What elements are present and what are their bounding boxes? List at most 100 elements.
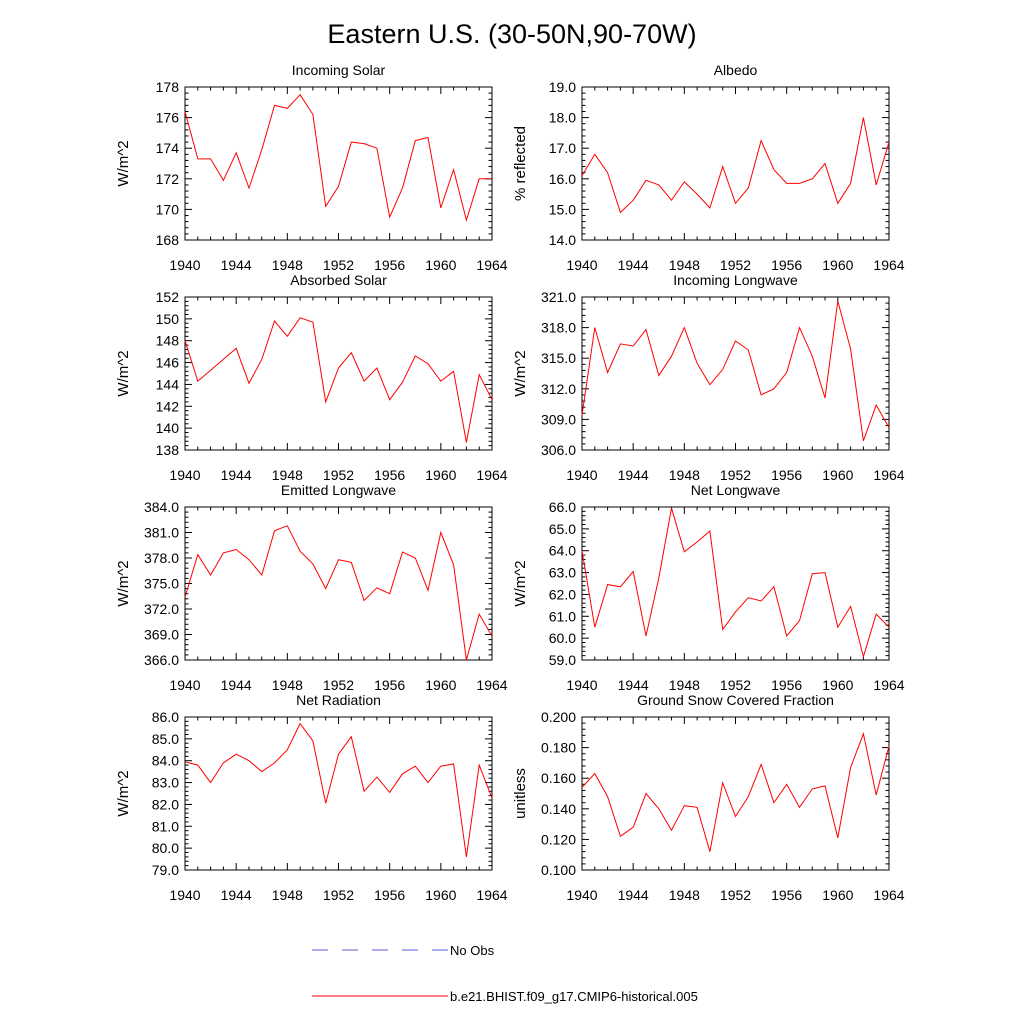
y-tick-label: 170 [156,201,180,217]
y-tick-label: 366.0 [144,652,179,668]
x-tick-label: 1960 [822,257,853,273]
y-tick-label: 84.0 [152,753,179,769]
y-tick-label: 80.0 [152,840,179,856]
x-tick-label: 1948 [272,467,303,483]
y-tick-label: 63.0 [549,565,576,581]
y-axis-label: W/m^2 [115,140,132,186]
x-tick-label: 1944 [221,257,252,273]
x-tick-label: 1948 [272,887,303,903]
x-tick-label: 1940 [169,257,200,273]
series-line [581,117,890,214]
x-tick-label: 1956 [771,257,802,273]
series-line [184,525,493,661]
y-tick-label: 375.0 [144,576,179,592]
y-tick-label: 86.0 [152,709,179,725]
x-tick-label: 1960 [425,257,456,273]
series-line [581,300,890,441]
x-tick-label: 1956 [374,467,405,483]
panel-title: Net Radiation [296,692,381,708]
x-tick-label: 1960 [425,677,456,693]
y-tick-label: 62.0 [549,586,576,602]
y-tick-label: 172 [156,171,180,187]
panel-title: Ground Snow Covered Fraction [637,692,834,708]
y-tick-label: 0.180 [541,740,576,756]
y-tick-label: 176 [156,110,180,126]
plot-frame [184,296,493,451]
y-axis-label: unitless [512,768,529,819]
x-tick-label: 1940 [566,677,597,693]
figure-title: Eastern U.S. (30-50N,90-70W) [327,19,696,49]
y-tick-label: 79.0 [152,862,179,878]
x-tick-label: 1948 [272,677,303,693]
y-tick-label: 174 [156,140,180,156]
legend-obs-label: No Obs [450,943,495,958]
y-axis-label: W/m^2 [512,350,529,396]
x-tick-label: 1960 [822,887,853,903]
panel-4: Incoming Longwave W/m^2 306.0 309.0 312.0 315… [512,272,905,483]
y-tick-label: 309.0 [541,411,576,427]
y-tick-label: 168 [156,232,180,248]
panel-3: Absorbed Solar W/m^2 138 140 142 144 146 148 150… [115,272,508,483]
x-tick-label: 1956 [374,257,405,273]
y-tick-label: 321.0 [541,289,576,305]
x-tick-label: 1952 [323,677,354,693]
panel-title: Emitted Longwave [281,482,396,498]
y-tick-label: 0.140 [541,801,576,817]
x-tick-label: 1964 [476,677,507,693]
x-tick-label: 1944 [221,677,252,693]
series-line [184,317,493,443]
y-tick-label: 146 [156,355,180,371]
x-tick-label: 1948 [669,257,700,273]
series-line [581,507,890,659]
x-tick-label: 1952 [720,677,751,693]
x-tick-label: 1944 [618,257,649,273]
y-tick-label: 85.0 [152,731,179,747]
panel-8: Ground Snow Covered Fraction unitless 0.10… [512,692,905,903]
legend-model-label: b.e21.BHIST.f09_g17.CMIP6-historical.005 [450,989,698,1004]
y-tick-label: 144 [156,376,180,392]
x-tick-label: 1956 [771,677,802,693]
x-tick-label: 1940 [566,887,597,903]
series-line [581,732,890,852]
y-tick-label: 18.0 [549,110,576,126]
panel-title: Albedo [714,62,758,78]
x-tick-label: 1948 [272,257,303,273]
x-tick-label: 1952 [720,257,751,273]
x-tick-label: 1956 [771,467,802,483]
series-line [184,93,492,222]
panel-1: Incoming Solar W/m^2 168 170 172 174 176 178 194… [115,62,508,273]
x-tick-label: 1944 [618,887,649,903]
x-tick-label: 1952 [720,467,751,483]
panel-title: Net Longwave [691,482,781,498]
x-tick-label: 1940 [566,257,597,273]
y-axis-label: % reflected [512,126,529,201]
y-axis-label: W/m^2 [512,560,529,606]
plot-frame [581,506,890,661]
x-tick-label: 1944 [618,467,649,483]
y-tick-label: 178 [156,79,180,95]
y-tick-label: 59.0 [549,652,576,668]
y-tick-label: 306.0 [541,442,576,458]
x-tick-label: 1964 [476,257,507,273]
x-tick-label: 1960 [822,677,853,693]
y-tick-label: 152 [156,289,180,305]
y-tick-label: 83.0 [152,775,179,791]
panel-2: Albedo % reflected 14.0 15.0 16.0 17.0 18.0 19.… [512,62,905,273]
x-tick-label: 1960 [425,467,456,483]
x-tick-label: 1960 [425,887,456,903]
x-tick-label: 1952 [720,887,751,903]
x-tick-label: 1944 [618,677,649,693]
y-tick-label: 65.0 [549,521,576,537]
plot-frame [184,506,493,661]
x-tick-label: 1948 [669,467,700,483]
x-tick-label: 1964 [873,677,904,693]
panels-group: Incoming Solar W/m^2 168 170 172 174 176 178 194… [115,62,905,903]
x-tick-label: 1948 [669,677,700,693]
y-tick-label: 15.0 [549,201,576,217]
y-tick-label: 64.0 [549,543,576,559]
x-tick-label: 1940 [169,887,200,903]
x-tick-label: 1940 [566,467,597,483]
plot-frame [581,716,890,871]
x-tick-label: 1940 [169,677,200,693]
